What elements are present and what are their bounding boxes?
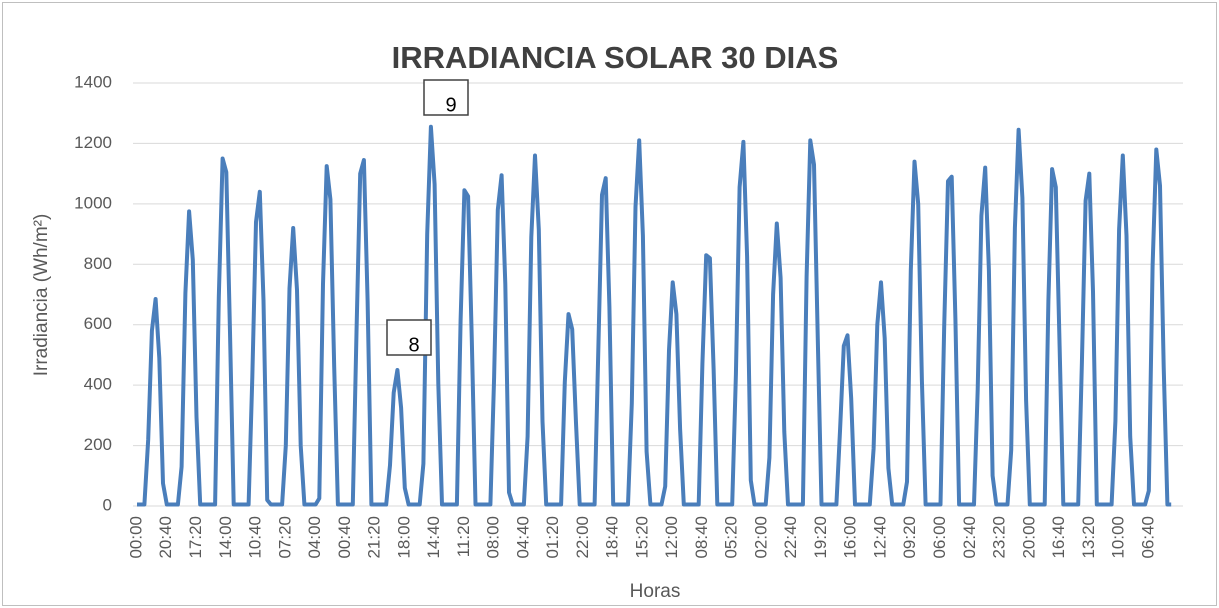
y-axis-label: Irradiancia (Wh/m²): [31, 214, 52, 377]
y-tick-label: 800: [84, 254, 112, 273]
y-tick-label: 0: [103, 495, 112, 514]
x-tick-label: 13:20: [1079, 516, 1098, 559]
x-tick-label: 15:20: [632, 516, 651, 559]
x-tick-label: 12:40: [870, 516, 889, 559]
x-tick-label: 09:20: [900, 516, 919, 559]
annotation: 8: [408, 334, 419, 356]
y-tick-label: 1400: [74, 72, 112, 91]
x-tick-label: 06:40: [1138, 516, 1157, 559]
y-tick-label: 200: [84, 435, 112, 454]
x-tick-label: 01:20: [543, 516, 562, 559]
x-tick-label: 16:40: [1049, 516, 1068, 559]
x-tick-label: 20:40: [156, 516, 175, 559]
y-tick-label: 400: [84, 375, 112, 394]
x-tick-label: 10:00: [1109, 516, 1128, 559]
x-tick-label: 21:20: [365, 516, 384, 559]
y-tick-label: 600: [84, 314, 112, 333]
x-tick-label: 10:40: [246, 516, 265, 559]
x-tick-label: 14:00: [216, 516, 235, 559]
x-tick-label: 20:00: [1019, 516, 1038, 559]
x-tick-label: 11:20: [454, 516, 473, 557]
chart-title: IRRADIANCIA SOLAR 30 DIAS: [392, 40, 839, 75]
x-tick-label: 04:40: [513, 516, 532, 559]
y-tick-label: 1200: [74, 133, 112, 152]
x-tick-label: 12:00: [662, 516, 681, 559]
x-axis-label: Horas: [630, 581, 681, 602]
x-tick-label: 17:20: [186, 516, 205, 559]
annotation: 9: [445, 94, 456, 116]
x-tick-label: 00:00: [126, 516, 145, 559]
x-tick-label: 18:40: [603, 516, 622, 559]
x-tick-label: 02:00: [751, 516, 770, 559]
x-tick-label: 02:40: [960, 516, 979, 559]
data-line: [137, 124, 1172, 507]
x-tick-label: 00:40: [335, 516, 354, 559]
x-tick-label: 23:20: [990, 516, 1009, 559]
x-tick-label: 18:00: [394, 516, 413, 559]
annotation-box: [423, 79, 469, 116]
x-tick-label: 16:00: [841, 516, 860, 559]
x-tick-label: 07:20: [275, 516, 294, 559]
x-tick-label: 22:40: [781, 516, 800, 559]
x-tick-label: 22:00: [573, 516, 592, 559]
x-tick-label: 04:00: [305, 516, 324, 559]
annotation-box: [386, 319, 432, 356]
y-tick-label: 1000: [74, 193, 112, 212]
x-tick-label: 08:00: [484, 516, 503, 559]
x-tick-label: 08:40: [692, 516, 711, 559]
x-tick-label: 19:20: [811, 516, 830, 559]
x-tick-label: 06:00: [930, 516, 949, 559]
x-tick-label: 05:20: [722, 516, 741, 559]
x-tick-label: 14:40: [424, 516, 443, 559]
